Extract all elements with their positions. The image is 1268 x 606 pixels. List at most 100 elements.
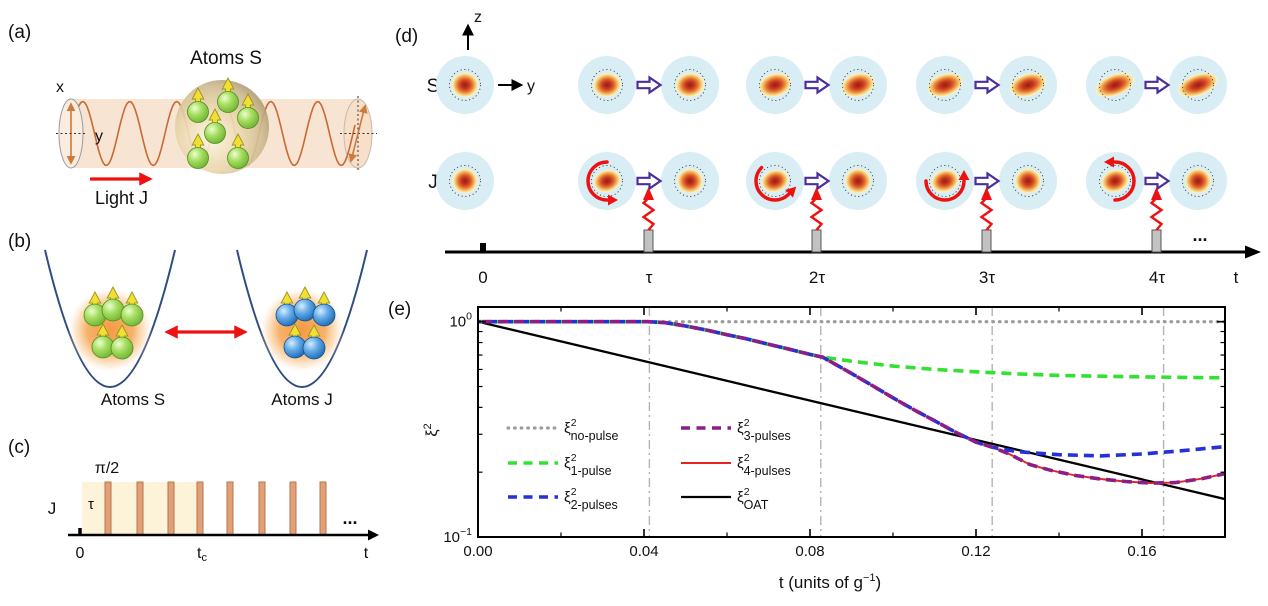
- y-axis-label: y: [527, 78, 535, 95]
- pulse-photon-wavy-arrow-icon: [1149, 197, 1164, 231]
- timeline-origin-tick: [480, 243, 486, 252]
- spin-atom: [227, 133, 249, 169]
- reference-dotted-circle: [674, 165, 706, 197]
- series-3-pulses-line: [478, 319, 1225, 485]
- legend-label-no-pulse: ξ2 no-pulse: [564, 417, 619, 443]
- spin-atom: [187, 87, 209, 123]
- x-title-close: ): [875, 573, 881, 592]
- phase-space-disk-j2: [661, 152, 719, 210]
- pi-half-pulse-bar: [196, 481, 204, 536]
- y-tick-label: 100: [449, 311, 472, 331]
- evolution-step-arrow-icon: [636, 75, 663, 95]
- phase-space-disk-j0: [436, 152, 494, 210]
- pulse-photon-arrowhead: [1151, 187, 1162, 200]
- phase-space-disk-j7: [1086, 152, 1144, 210]
- x-axis-title: t (units of g−1): [779, 572, 881, 592]
- spin-atom: [110, 324, 134, 360]
- phase-space-disk-s6: [999, 56, 1057, 114]
- tc-label: tc: [197, 545, 207, 564]
- pi-half-pulse-bar: [319, 481, 327, 536]
- atoms-s-group: [187, 77, 259, 169]
- pulse-photon-wavy-arrow-icon: [809, 197, 824, 231]
- panel-a-title: Atoms S: [190, 48, 262, 69]
- evolution-step-arrow-icon: [1144, 171, 1171, 191]
- panel-e-squeezing-chart: (e) 0.00 0.04 0.08 0.12 0.16 100 10−1 ξ2 no-pul…: [388, 299, 1226, 592]
- well-atoms: [83, 286, 336, 360]
- reference-dotted-circle: [591, 165, 623, 197]
- phase-space-disk-j1: [578, 152, 636, 210]
- y-axis-label: y: [95, 128, 103, 145]
- reference-dotted-circle: [674, 69, 706, 101]
- evolution-step-arrow-icon: [804, 75, 831, 95]
- series-1-pulse-line: [478, 319, 1225, 380]
- evolution-step-arrow-icon: [974, 75, 1001, 95]
- chart-legend: ξ2 no-pulse ξ2 1-pulse ξ2 2-pulses ξ2 3-pulses ξ…: [506, 417, 791, 512]
- pulse-marker: [981, 229, 992, 253]
- y-axis-title: ξ2: [422, 423, 441, 436]
- timeline-arrowhead: [1245, 245, 1261, 259]
- green-atom: [204, 122, 226, 144]
- noise-distribution-blob: [451, 72, 479, 98]
- light-caption: Light J: [95, 188, 148, 208]
- chart-axes: 0.00 0.04 0.08 0.12 0.16 100 10−1: [443, 306, 1226, 560]
- x-tick-label: 0.12: [961, 543, 990, 560]
- spin-atom: [237, 93, 259, 129]
- t-label: t: [364, 545, 369, 562]
- x-tick-label: 0.00: [463, 543, 492, 560]
- potential-well-right: [236, 249, 368, 388]
- row-s-label: S: [427, 76, 440, 97]
- phase-space-disk-s8: [1169, 56, 1227, 114]
- rotated-polarization-arrow: [348, 104, 368, 163]
- phase-space-disk-s1: [578, 56, 636, 114]
- tc-base: t: [197, 545, 202, 562]
- blue-atom: [312, 303, 336, 327]
- y-title-exponent: 2: [422, 423, 434, 429]
- reference-dotted-circle: [759, 165, 791, 197]
- x-tick-label: 0.08: [795, 543, 824, 560]
- noise-distribution-blob: [1184, 168, 1212, 194]
- plot-frame: [477, 306, 1226, 538]
- pulse-time-guides: [648, 307, 1165, 537]
- atoms-s-caption: Atoms S: [101, 390, 165, 409]
- panel-c-pulse-sequence: (c) π/2 τ J 0 tc t ...: [8, 437, 379, 564]
- reference-dotted-circle: [1012, 165, 1044, 197]
- noise-distribution-blob: [844, 168, 872, 194]
- noise-distribution-blob: [1014, 168, 1042, 194]
- series-OAT-line: [478, 320, 1225, 501]
- pi-half-pulse-bar: [104, 481, 112, 536]
- reference-dotted-circle: [1182, 69, 1214, 101]
- spin-atom: [302, 324, 326, 360]
- noise-distribution-blob: [840, 72, 876, 98]
- evolution-step-arrow-icon: [974, 171, 1001, 191]
- panel-b-two-wells: (b) Atoms S Atoms J: [8, 231, 368, 409]
- ellipsis: ...: [342, 508, 357, 528]
- pi-half-pulse-bar: [258, 481, 266, 536]
- legend-label-1-pulse: ξ2 1-pulse: [564, 452, 612, 478]
- t-axis-label: t: [1234, 268, 1239, 287]
- phase-space-disks: [436, 56, 1227, 210]
- phase-space-disk-s5: [916, 56, 974, 114]
- phase-space-disk-j5: [916, 152, 974, 210]
- phase-space-disk-j6: [999, 152, 1057, 210]
- noise-distribution-blob: [930, 169, 960, 193]
- legend-item-1-pulse: ξ2 1-pulse: [508, 452, 612, 478]
- chart-series: [478, 319, 1225, 501]
- panel-e-label: (e): [388, 299, 411, 320]
- green-atom: [120, 303, 144, 327]
- blue-atom: [302, 336, 326, 360]
- legend-label-2-pulses: ξ2 2-pulses: [564, 486, 618, 512]
- x-tick-label: 0.16: [1127, 543, 1156, 560]
- panel-a-light-atom-coupling: (a) Atoms S x y Light J: [8, 22, 377, 208]
- green-atom: [237, 107, 259, 129]
- noise-distribution-blob: [452, 168, 478, 194]
- legend-label-OAT: ξ2 OAT: [737, 486, 769, 512]
- phase-space-disk-s2: [661, 56, 719, 114]
- noise-distribution-blob: [1094, 72, 1136, 98]
- spin-atom: [293, 286, 317, 322]
- pulse-angle-label: π/2: [95, 460, 119, 477]
- noise-distribution-blob: [1177, 72, 1219, 98]
- time-tick-0: 0: [478, 268, 487, 287]
- pi-half-pulse-bar: [136, 481, 144, 536]
- pulse-photon-arrowhead: [643, 187, 654, 200]
- rotation-arrow-icon: [754, 165, 797, 202]
